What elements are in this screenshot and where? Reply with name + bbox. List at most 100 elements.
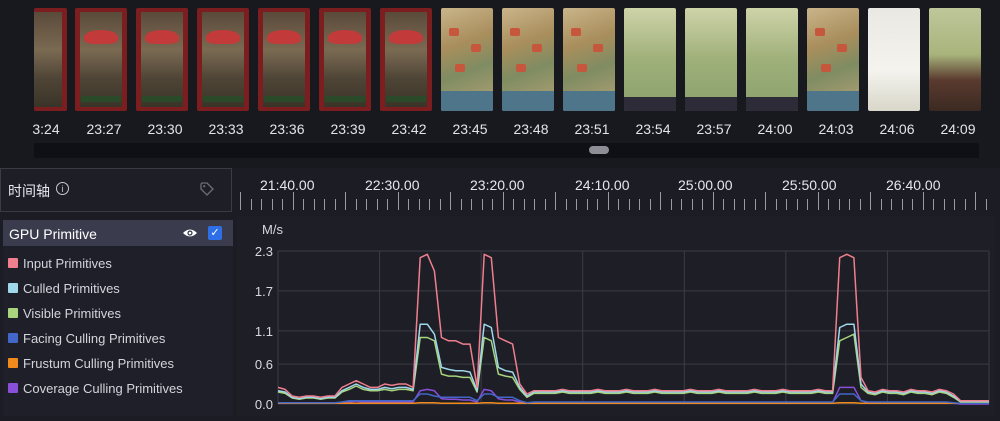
ruler-label: 25:50.00 (782, 177, 837, 193)
ruler-tick (503, 192, 504, 210)
y-tick-label: 1.7 (255, 284, 273, 299)
ruler-tick (807, 199, 808, 210)
series-line (277, 253, 989, 402)
ruler-tick (671, 199, 672, 210)
ruler-label: 25:00.00 (678, 177, 733, 193)
ruler-tick (797, 199, 798, 210)
frame-thumbnail[interactable] (380, 8, 432, 111)
ruler-tick (377, 199, 378, 210)
ruler-label: 24:10.00 (575, 177, 630, 193)
y-tick-label: 1.1 (255, 324, 273, 339)
ruler-tick (534, 199, 535, 210)
series-line (277, 323, 989, 403)
ruler-tick (555, 192, 556, 210)
frame-timestamp: 23:48 (513, 121, 549, 137)
ruler-tick (429, 199, 430, 210)
legend-swatch (8, 358, 18, 368)
ruler-tick (408, 199, 409, 210)
ruler-tick (608, 192, 609, 210)
ruler-tick (881, 199, 882, 210)
ruler-tick (398, 192, 399, 210)
ruler-tick (251, 199, 252, 210)
ruler-tick (723, 199, 724, 210)
frame-thumbnail[interactable] (746, 8, 798, 111)
ruler-tick (944, 199, 945, 210)
eye-icon[interactable] (182, 227, 198, 239)
frame-timestamp: 23:36 (269, 121, 305, 137)
ruler-tick (681, 199, 682, 210)
ruler-tick (639, 199, 640, 210)
y-tick-label: 2.3 (255, 244, 273, 259)
frame-thumbnail[interactable] (868, 8, 920, 111)
frame-thumbnail[interactable] (319, 8, 371, 111)
ruler-tick (818, 192, 819, 210)
ruler-tick (923, 192, 924, 210)
frame-thumbnail[interactable] (624, 8, 676, 111)
series-visible-checkbox[interactable]: ✓ (208, 226, 222, 240)
legend-label: Input Primitives (23, 256, 112, 271)
ruler-tick (345, 192, 346, 210)
frame-thumbnail[interactable] (563, 8, 615, 111)
ruler-tick (660, 192, 661, 210)
gpu-primitive-chart: M/s 2.3 1.7 1.1 0.6 0.0 (255, 222, 990, 412)
info-icon[interactable]: i (56, 182, 69, 195)
frame-thumbnail[interactable] (807, 8, 859, 111)
ruler-tick (492, 199, 493, 210)
frame-timestamp: 24:09 (940, 121, 976, 137)
ruler-tick (240, 192, 241, 210)
timeline-title: 时间轴 (8, 183, 50, 199)
ruler-tick (692, 199, 693, 210)
ruler-tick (713, 192, 714, 210)
frame-thumbnail[interactable] (197, 8, 249, 111)
ruler-tick (482, 199, 483, 210)
frame-thumbnail[interactable] (34, 8, 67, 111)
frame-timestamp: 23:45 (452, 121, 488, 137)
ruler-tick (272, 199, 273, 210)
ruler-tick (629, 199, 630, 210)
frame-thumbnail[interactable] (75, 8, 127, 111)
legend-label: Frustum Culling Primitives (23, 356, 174, 371)
legend-swatch (8, 283, 18, 293)
panel-title: GPU Primitive (9, 226, 97, 242)
series-line (277, 333, 989, 403)
ruler-tick (860, 199, 861, 210)
ruler-tick (303, 199, 304, 210)
y-tick-label: 0.6 (255, 357, 273, 372)
frame-timestamp: 3:24 (32, 121, 60, 137)
ruler-label: 21:40.00 (260, 177, 315, 193)
frame-thumbnail[interactable] (441, 8, 493, 111)
filmstrip-scrollbar[interactable] (34, 143, 979, 158)
ruler-tick (975, 192, 976, 210)
ruler-tick (314, 199, 315, 210)
tag-icon[interactable] (200, 182, 214, 196)
frame-thumbnail[interactable] (929, 8, 981, 111)
ruler-label: 23:20.00 (470, 177, 525, 193)
filmstrip-scroll-thumb[interactable] (589, 146, 609, 154)
ruler-tick (891, 199, 892, 210)
frame-thumbnail[interactable] (685, 8, 737, 111)
frame-timestamp: 23:30 (147, 121, 183, 137)
legend-swatch (8, 258, 18, 268)
frame-thumbnail[interactable] (502, 8, 554, 111)
ruler-tick (870, 192, 871, 210)
frame-thumbnail[interactable] (258, 8, 310, 111)
ruler-tick (471, 199, 472, 210)
ruler-tick (366, 199, 367, 210)
ruler-tick (954, 199, 955, 210)
ruler-tick (765, 192, 766, 210)
frame-timestamp: 23:27 (86, 121, 122, 137)
ruler-tick (576, 199, 577, 210)
ruler-tick (986, 199, 987, 210)
timeline-header (0, 168, 232, 212)
ruler-tick (524, 199, 525, 210)
frame-thumbnail[interactable] (136, 8, 188, 111)
ruler-tick (702, 199, 703, 210)
ruler-tick (324, 199, 325, 210)
frame-timestamp: 23:54 (635, 121, 671, 137)
y-tick-label: 0.0 (255, 397, 273, 412)
frame-timestamp: 23:42 (391, 121, 427, 137)
metric-panel (3, 220, 233, 416)
ruler-tick (965, 199, 966, 210)
legend-label: Visible Primitives (23, 306, 122, 321)
frame-timestamp: 23:51 (574, 121, 610, 137)
